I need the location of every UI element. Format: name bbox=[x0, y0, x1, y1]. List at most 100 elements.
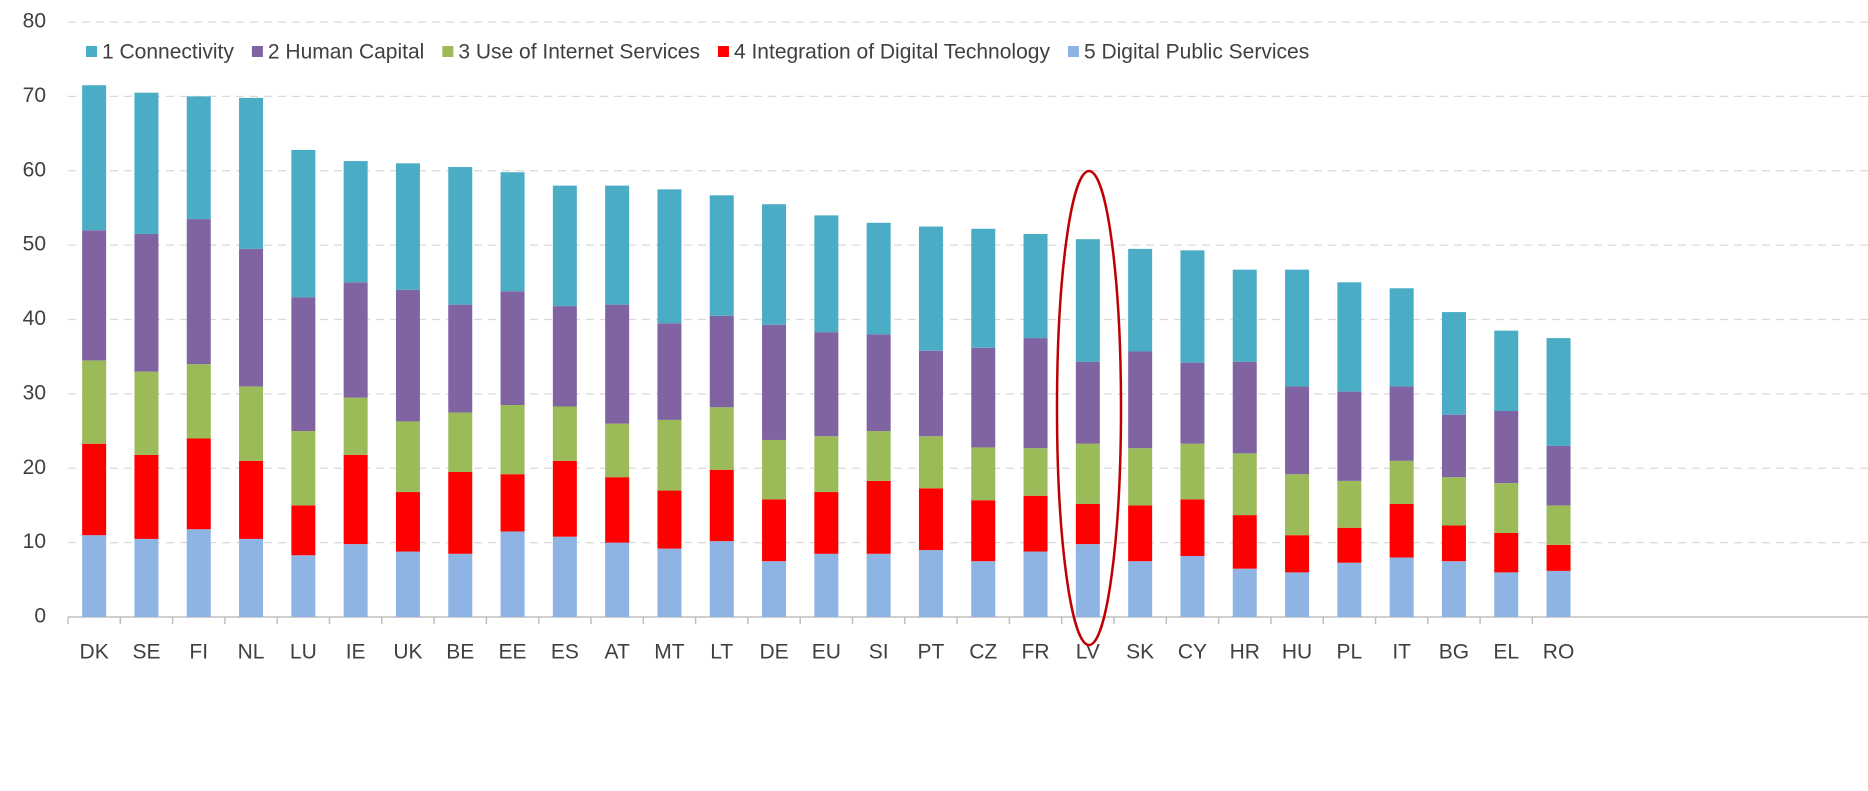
bar-segment bbox=[1128, 505, 1153, 562]
bar-segment bbox=[1389, 460, 1414, 504]
bar-segment bbox=[395, 163, 420, 290]
bar-segment bbox=[814, 215, 839, 333]
bar-segment bbox=[1232, 568, 1257, 617]
bar-segment bbox=[971, 228, 996, 348]
bar-segment bbox=[239, 386, 264, 461]
bar-segment bbox=[186, 364, 211, 439]
bar-segment bbox=[1285, 535, 1310, 573]
bar-segment bbox=[1546, 544, 1571, 571]
bar-segment bbox=[814, 553, 839, 617]
bar-segment bbox=[343, 282, 368, 398]
x-tick-label: DK bbox=[80, 641, 109, 664]
x-tick-label: FI bbox=[189, 641, 208, 664]
y-tick-label: 60 bbox=[23, 158, 46, 181]
bar-segment bbox=[448, 167, 473, 305]
bar-segment bbox=[552, 536, 577, 617]
bar-segment bbox=[291, 297, 316, 432]
bar-segment bbox=[709, 195, 734, 316]
bar-segment bbox=[709, 541, 734, 617]
x-tick-label: PT bbox=[918, 641, 945, 664]
bar-segment bbox=[1180, 250, 1205, 363]
y-tick-label: 50 bbox=[23, 233, 46, 256]
bar-segment bbox=[343, 397, 368, 455]
bar-segment bbox=[1337, 562, 1362, 617]
bar-segment bbox=[239, 538, 264, 617]
bar-segment bbox=[657, 323, 682, 420]
x-tick-label: SI bbox=[869, 641, 889, 664]
bar-segment bbox=[1389, 386, 1414, 461]
bar-segment bbox=[971, 500, 996, 562]
bar-segment bbox=[866, 480, 891, 554]
x-tick-label: SK bbox=[1126, 641, 1154, 664]
bar-segment bbox=[552, 306, 577, 407]
bar-segment bbox=[186, 529, 211, 617]
bar-segment bbox=[1075, 443, 1100, 504]
x-tick-label: UK bbox=[393, 641, 422, 664]
bar-segment bbox=[918, 350, 943, 437]
bar-segment bbox=[343, 544, 368, 617]
bar-segment bbox=[395, 492, 420, 552]
legend-swatch bbox=[251, 46, 263, 57]
bar-segment bbox=[971, 561, 996, 617]
bar-segment bbox=[343, 454, 368, 545]
bar-segment bbox=[657, 548, 682, 617]
bar-segment bbox=[500, 474, 525, 532]
bar-segment bbox=[866, 334, 891, 432]
bar-segment bbox=[1023, 448, 1048, 496]
bar-segment bbox=[657, 189, 682, 324]
x-tick-label: BG bbox=[1439, 641, 1469, 664]
bar-segment bbox=[918, 488, 943, 551]
bar-segment bbox=[1337, 391, 1362, 481]
legend-swatch bbox=[86, 46, 97, 57]
bar-segment bbox=[1023, 551, 1048, 617]
bar-segment bbox=[814, 332, 839, 437]
bar-segment bbox=[291, 505, 316, 556]
bar-segment bbox=[605, 423, 630, 478]
bar-segment bbox=[1180, 556, 1205, 617]
bar-segment bbox=[82, 230, 107, 361]
bar-segment bbox=[866, 222, 891, 335]
bar-segment bbox=[605, 304, 630, 424]
bar-segment bbox=[1546, 505, 1571, 545]
bar-segment bbox=[709, 315, 734, 408]
bar-segment bbox=[82, 535, 107, 617]
bar-segment bbox=[186, 96, 211, 220]
bar-segment bbox=[1232, 515, 1257, 569]
y-tick-label: 20 bbox=[23, 456, 46, 479]
bar-segment bbox=[82, 443, 107, 536]
x-tick-label: DE bbox=[759, 641, 788, 664]
bar-segment bbox=[814, 492, 839, 554]
bar-segment bbox=[1337, 527, 1362, 563]
bar-segment bbox=[1441, 477, 1466, 526]
x-tick-label: IT bbox=[1392, 641, 1411, 664]
bar-segment bbox=[395, 551, 420, 617]
x-tick-label: ES bbox=[551, 641, 579, 664]
bar-segment bbox=[239, 248, 264, 387]
bar-segment bbox=[1023, 338, 1048, 449]
bar-segment bbox=[82, 360, 107, 444]
x-tick-label: MT bbox=[654, 641, 684, 664]
bar-segment bbox=[552, 406, 577, 461]
bar-segment bbox=[1441, 561, 1466, 617]
legend-swatch bbox=[717, 46, 729, 57]
bar-segment bbox=[1389, 503, 1414, 558]
x-tick-label: CY bbox=[1178, 641, 1207, 664]
bar-segment bbox=[1441, 525, 1466, 562]
bar-segment bbox=[1128, 448, 1153, 506]
x-tick-label: FR bbox=[1022, 641, 1050, 664]
x-tick-label: NL bbox=[238, 641, 265, 664]
x-tick-label: SE bbox=[132, 641, 160, 664]
legend-label: 1 Connectivity bbox=[102, 41, 234, 64]
bar-segment bbox=[291, 149, 316, 298]
legend-label: 5 Digital Public Services bbox=[1084, 41, 1309, 64]
bar-segment bbox=[709, 407, 734, 470]
bar-segment bbox=[1180, 443, 1205, 500]
bar-segment bbox=[1285, 474, 1310, 536]
bar-segment bbox=[1441, 414, 1466, 478]
bar-segment bbox=[709, 469, 734, 542]
bar-segment bbox=[1023, 495, 1048, 552]
bar-segment bbox=[552, 460, 577, 537]
x-tick-label: PL bbox=[1337, 641, 1363, 664]
bar-segment bbox=[134, 538, 159, 617]
